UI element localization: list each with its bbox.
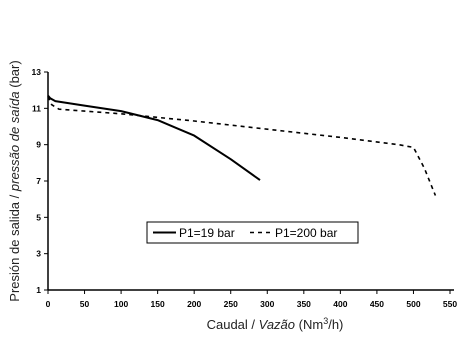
x-tick-label: 50 <box>80 299 90 309</box>
y-axis-title: Presión de salida / pressão de saída (ba… <box>7 60 22 301</box>
x-tick-label: 450 <box>370 299 384 309</box>
series-layer <box>47 94 437 196</box>
x-tick-label: 550 <box>443 299 457 309</box>
x-tick-label: 300 <box>260 299 274 309</box>
series-line-p1-200 <box>47 96 437 196</box>
y-tick-label: 11 <box>32 103 41 113</box>
y-tick-label: 3 <box>36 249 41 259</box>
y-tick-label: 1 <box>36 285 41 295</box>
y-tick-label: 5 <box>36 212 41 222</box>
x-axis-title: Caudal / Vazão (Nm3/h) <box>207 316 344 332</box>
x-tick-label: 100 <box>114 299 128 309</box>
x-tick-label: 500 <box>406 299 420 309</box>
series-line-p1-19 <box>47 94 261 181</box>
legend: P1=19 bar P1=200 bar <box>146 221 359 244</box>
x-tick-label: 200 <box>187 299 201 309</box>
plot-frame <box>47 72 454 291</box>
x-tick-label: 0 <box>46 299 51 309</box>
y-tick-label: 9 <box>36 140 41 150</box>
legend-label-p1-19: P1=19 bar <box>179 226 235 240</box>
legend-label-p1-200: P1=200 bar <box>275 226 337 240</box>
y-tick-label: 13 <box>32 67 42 77</box>
x-tick-label: 400 <box>333 299 347 309</box>
x-tick-label: 250 <box>224 299 238 309</box>
y-tick-label: 7 <box>36 176 41 186</box>
x-tick-label: 150 <box>151 299 165 309</box>
x-tick-label: 350 <box>297 299 311 309</box>
